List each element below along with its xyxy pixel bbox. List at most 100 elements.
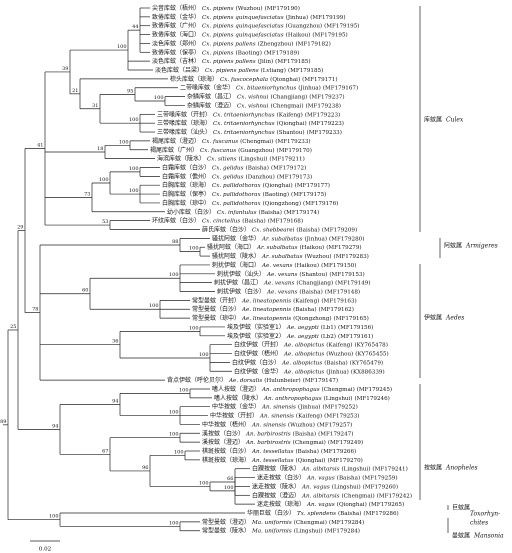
leaf-accession: (MF179257) (317, 421, 352, 428)
leaf-species: Cx. infantulus (217, 209, 257, 215)
leaf-label: 常型曼蚊（琼中） Ae. lineatopennis (Qiongzhong) (MF… (192, 314, 369, 322)
leaf-locality: (Qionghai) (263, 182, 293, 189)
leaf-chinese-name: 白胸库蚊（保亭） (162, 190, 210, 198)
leaf-species: Cx. fuscocephala (220, 76, 268, 82)
leaf-accession: (MF179237) (309, 93, 344, 100)
leaf-locality: (Jinhua) (305, 235, 328, 242)
bootstrap-value: 60 (82, 288, 88, 294)
leaf-label: 淡色库蚊（吕梁） Cx. pipiens pallens (Lvliang) (MF1… (155, 66, 323, 74)
leaf-species: Ae. vexans (261, 262, 292, 268)
leaf-accession: (MF179177) (295, 182, 330, 189)
leaf-accession: (MF179241) (372, 465, 407, 472)
leaf-locality: (Baisha) (299, 288, 322, 295)
leaf-label: 溪按蚊（白沙） An. barbirostris (Baisha) (MF179247… (202, 429, 353, 437)
leaf-locality: (Danzhou) (246, 173, 275, 180)
leaf-accession: (MF179156) (338, 323, 373, 330)
leaf-label: 常型曼蚊（开封） Ae. lineatopennis (Kaifeng) (MF179… (192, 296, 357, 304)
leaf-chinese-name: 尖音库蚊（梧州） (152, 4, 200, 12)
leaf-label: 淡色库蚊（吉林） Cx. pipiens pallens (Jilin) (MF179… (152, 57, 311, 65)
bootstrap-value: 100 (149, 303, 159, 309)
leaf-chinese-name: 常型曼蚊（白沙） (192, 305, 240, 313)
leaf-locality: (Baoting) (263, 191, 289, 198)
bootstrap-value: 67 (102, 448, 108, 454)
leaf-label: 迷走按蚊（陵水） An. vagus (Lingshui) (MF179260) (252, 482, 398, 490)
clade-latin-name: Armigeres (465, 243, 498, 250)
clade-chinese-name: 阿蚊属 (444, 242, 462, 250)
leaf-label: 刺扰伊蚊（白沙） Ae. vexans (Baisha) (MF179148) (217, 287, 360, 295)
leaf-chinese-name: 常型曼蚊（陵水） (202, 526, 250, 534)
leaf-species: Ae. vexans (263, 280, 294, 286)
leaf-chinese-name: 刺扰伊蚊（昌江） (214, 278, 262, 286)
leaf-chinese-name: 淡色库蚊（郑州） (152, 39, 200, 47)
leaf-locality: (Changjiang) (296, 279, 333, 286)
leaf-accession: (MF179247) (318, 430, 353, 437)
leaf-chinese-name: 嗜人按蚊（陵水） (214, 393, 262, 401)
leaf-accession: (MF179170) (277, 146, 312, 153)
leaf-species: An. sinensis (251, 422, 286, 428)
leaf-locality: (Lingshui) (324, 394, 353, 401)
leaf-accession: (MF179148) (325, 288, 360, 295)
clade-chinese-name: 库蚊属 (424, 116, 442, 124)
leaf-label: 杂鳞库蚊（昌江） Cx. vishnui (Changjiang) (MF179237… (187, 92, 345, 100)
bootstrap-value: 100 (129, 188, 139, 194)
leaf-label: 棋斑按蚊（白沙） An. tessellatus (Baisha) (MF179266… (202, 447, 356, 455)
bootstrap-value: 100 (169, 410, 179, 416)
leaf-chinese-name: 致倦库蚊（保亭） (152, 48, 200, 56)
leaf-label: 刺扰伊蚊（海口） Ae. vexans (Haikou) (MF179150) (212, 260, 356, 268)
leaf-chinese-name: 白纹伊蚊（白沙） (232, 358, 280, 366)
leaf-label: 白霜库蚊（白沙） Cx. gelidus (Baisha) (MF179172) (162, 163, 306, 171)
bootstrap-value: 100 (199, 352, 209, 358)
clade-latin-name: Anopheles (445, 465, 478, 472)
leaf-locality: (Baisha) (338, 510, 361, 517)
leaf-chinese-name: 二带喙库蚊（金华） (180, 83, 234, 91)
leaf-species: An. albitarsis (301, 493, 340, 499)
leaf-chinese-name: 海滨库蚊（陵水） (157, 154, 205, 162)
leaf-species: Cx. vishnui (237, 94, 269, 100)
bootstrap-value: 100 (189, 325, 199, 331)
bootstrap-value: 94 (112, 398, 118, 404)
leaf-species: An. anthropophagus (261, 386, 320, 392)
leaf-chinese-name: 幼小库蚊（白沙） (167, 207, 215, 215)
leaf-locality: (Qionghai) (337, 501, 367, 508)
clade-latin-name: Mansonia (473, 533, 504, 540)
leaf-species: Cx. pipiens quinquefasciatus (202, 14, 284, 20)
leaf-species: Ae. albopictus (283, 369, 324, 375)
leaf-accession: (MF179252) (322, 403, 357, 410)
leaf-accession: (MF179195) (312, 31, 347, 38)
leaf-species: Tx. splendens (297, 511, 336, 517)
leaf-label: 尖音库蚊（梧州） Cx. pipiens (Wuzhou) (MF179190) (152, 4, 300, 12)
leaf-species: An. vagus (306, 502, 335, 508)
leaf-locality: (Chengmai) (293, 439, 326, 446)
leaf-label: 中华按蚊（开封） An. sinensis (Kaifeng) (MF179253) (210, 411, 359, 419)
leaf-locality: (Haikou) (286, 31, 311, 38)
leaf-chinese-name: 杂鳞库蚊（昌江） (187, 92, 235, 100)
leaf-label: 白踝按蚊（陵水） An. albitarsis (Lingshui) (MF17924… (252, 464, 408, 472)
leaf-chinese-name: 棕头库蚊（琼海） (170, 74, 218, 82)
leaf-chinese-name: 白纹伊蚊（金华） (234, 367, 282, 375)
leaf-species: Cx. pallidothorax (212, 183, 261, 189)
leaf-label: 致倦库蚊（金华） Cx. pipiens quinquefasciatus (Jin… (152, 12, 346, 20)
leaf-species: Ae. albopictus (283, 351, 324, 357)
leaf-chinese-name: 常型曼蚊（琼中） (192, 314, 240, 322)
leaf-accession: (MF179168) (268, 217, 303, 224)
leaf-locality: (Qionghai) (295, 456, 325, 463)
leaf-label: 致倦库蚊（保亭） Cx. pipiens (Baoting) (MF179189) (152, 48, 299, 56)
leaf-label: 白纹伊蚊（白沙） Ae. albopictus (Baisha) (KY765479) (232, 358, 383, 366)
leaf-accession: (MF179286) (363, 510, 398, 517)
leaf-label: 白胸库蚊（保亭） Cx. pallidothorax (Baoting) (MF179… (162, 190, 326, 198)
leaf-species: An. sinensis (261, 404, 296, 410)
leaf-chinese-name: 中华按蚊（梧州） (202, 420, 250, 428)
bootstrap-value: 94 (52, 423, 58, 429)
leaf-label: 白霜库蚊（儋州） Cx. gelidus (Danzhou) (MF179173) (162, 172, 312, 180)
leaf-accession: (MF179260) (363, 483, 398, 490)
leaf-chinese-name: 中华按蚊（金华） (212, 402, 260, 410)
leaf-label: 白胸库蚊（琼海） Cx. pallidothorax (Qionghai) (MF17… (162, 181, 330, 189)
leaf-locality: (Baoting) (236, 49, 262, 56)
leaf-accession: (KY765455) (355, 350, 388, 357)
leaf-locality: (Chengmai) (240, 137, 273, 144)
leaf-accession: (MF179185) (288, 67, 323, 74)
leaf-species: Cx. cinctellus (202, 218, 240, 224)
leaf-locality: (Chengmai) (322, 385, 355, 392)
leaf-species: Cx. pipiens pallens (202, 59, 256, 65)
leaf-accession: (MF179284) (325, 527, 360, 534)
